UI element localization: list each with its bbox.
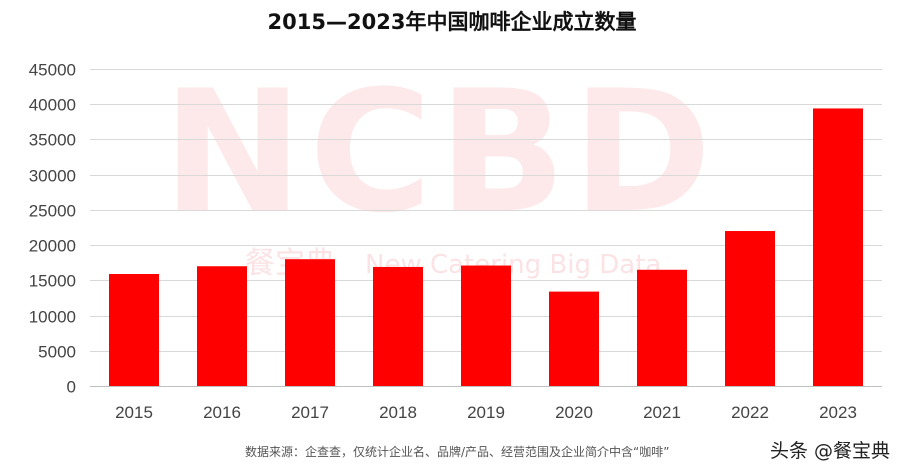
chart-title: 2015—2023年中国咖啡企业成立数量 [267,10,637,34]
bar-2018 [373,266,423,386]
bar-2019 [461,265,511,386]
x-tick-label: 2017 [291,403,329,422]
bar-2021 [637,269,687,386]
x-tick-label: 2022 [731,403,769,422]
bars [109,108,863,387]
bar-2017 [285,259,335,386]
credit-watermark: 头条 @餐宝典 [765,436,894,463]
x-tick-label: 2016 [203,403,241,422]
x-tick-label: 2021 [643,403,681,422]
y-tick-label: 40000 [29,96,76,115]
y-tick-label: 25000 [29,202,76,221]
x-tick-label: 2023 [819,403,857,422]
bar-2022 [725,231,775,386]
watermark: NCBD 餐宝典 New Catering Big Data [162,54,717,281]
bar-2020 [549,291,599,386]
bar-2015 [109,273,159,386]
y-tick-label: 30000 [29,167,76,186]
bar-2023 [813,108,863,387]
y-tick-label: 45000 [29,61,76,80]
y-tick-label: 0 [67,378,76,397]
y-tick-label: 15000 [29,272,76,291]
y-axis: 0 5000 10000 15000 20000 25000 30000 35000 40000… [29,61,76,397]
y-tick-label: 5000 [38,343,76,362]
y-tick-label: 35000 [29,131,76,150]
x-tick-label: 2018 [379,403,417,422]
x-axis: 2015 2016 2017 2018 2019 2020 2021 2022 2023 [115,403,857,422]
source-note: 数据来源：企查查，仅统计企业名、品牌/产品、经营范围及企业简介中含“咖啡” [245,445,670,459]
y-tick-label: 20000 [29,237,76,256]
x-tick-label: 2015 [115,403,153,422]
watermark-logo: NCBD [162,54,717,250]
x-tick-label: 2020 [555,403,593,422]
bar-2016 [197,266,247,386]
x-tick-label: 2019 [467,403,505,422]
y-tick-label: 10000 [29,308,76,327]
